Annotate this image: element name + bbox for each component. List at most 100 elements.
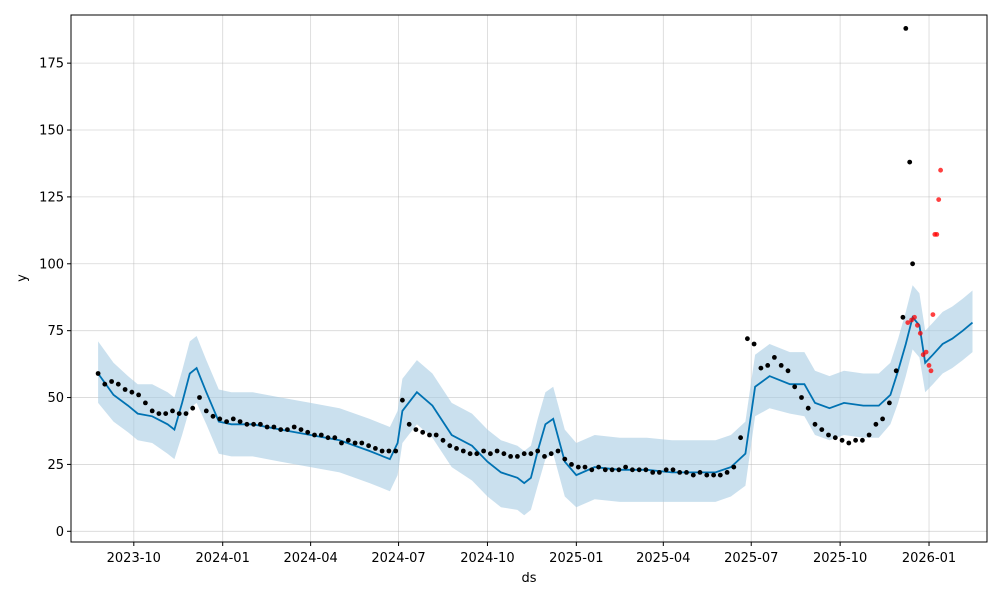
actual-point <box>860 437 865 443</box>
actual-point <box>115 381 121 387</box>
actual-point <box>596 464 601 470</box>
test-point <box>926 363 932 368</box>
actual-point <box>799 395 804 400</box>
actual-point <box>562 456 568 462</box>
actual-point <box>663 467 669 473</box>
test-point <box>930 312 936 317</box>
actual-point <box>805 405 811 411</box>
y-tick-label: 125 <box>39 190 64 205</box>
test-point <box>917 330 923 336</box>
actual-point <box>778 363 784 368</box>
actual-point <box>630 467 635 473</box>
actual-point <box>312 432 317 438</box>
actual-point <box>203 408 209 414</box>
x-tick-label: 2025-01 <box>549 551 603 566</box>
actual-point <box>866 432 872 438</box>
actual-point <box>332 435 338 441</box>
actual-point <box>467 451 473 457</box>
actual-point <box>690 472 696 478</box>
actual-point <box>454 446 459 451</box>
actual-point <box>677 470 683 475</box>
actual-point <box>149 408 155 414</box>
test-point <box>936 197 942 203</box>
actual-point <box>602 467 608 473</box>
actual-point <box>839 437 845 443</box>
actual-point <box>711 472 716 478</box>
actual-point <box>373 446 378 451</box>
actual-point <box>136 392 142 398</box>
actual-point <box>853 437 858 443</box>
actual-point <box>508 454 513 459</box>
actual-point <box>589 467 595 473</box>
actual-point <box>230 416 236 422</box>
actual-point <box>440 437 446 443</box>
actual-point <box>873 421 879 427</box>
x-tick-label: 2025-07 <box>724 551 778 566</box>
actual-point <box>697 470 703 475</box>
actual-point <box>582 464 588 470</box>
test-point <box>928 368 934 374</box>
x-tick-label: 2024-07 <box>371 551 425 566</box>
actual-point <box>176 411 182 416</box>
actual-point <box>494 448 500 454</box>
actual-point <box>264 424 270 430</box>
actual-point <box>731 464 737 470</box>
actual-point <box>555 448 561 454</box>
actual-point <box>325 435 331 441</box>
actual-point <box>366 443 371 449</box>
actual-point <box>170 408 175 414</box>
actual-point <box>379 448 385 454</box>
actual-point <box>271 424 277 430</box>
x-tick-label: 2025-10 <box>813 551 867 566</box>
actual-point <box>907 159 913 165</box>
plot-frame <box>70 14 988 543</box>
actual-point <box>548 451 554 457</box>
actual-point <box>846 440 852 446</box>
actual-point <box>751 341 757 347</box>
actual-point <box>433 432 439 438</box>
x-tick-label: 2024-01 <box>196 551 250 566</box>
actual-point <box>291 424 297 430</box>
actual-point <box>717 472 723 478</box>
actual-point <box>880 416 885 422</box>
actual-point <box>724 470 730 475</box>
x-tick-label: 2024-04 <box>283 551 337 566</box>
test-point <box>938 167 943 173</box>
x-axis-label: ds <box>521 571 536 586</box>
actual-point <box>569 462 574 467</box>
actual-point <box>609 467 615 473</box>
x-axis: 2023-10 2024-01 2024-04 2024-07 2024-10 2025-… <box>107 542 956 566</box>
actual-point <box>285 427 290 432</box>
actual-point <box>535 448 541 454</box>
actual-point <box>447 443 453 449</box>
actual-point <box>765 363 771 368</box>
actual-point <box>420 429 426 435</box>
actual-point <box>819 427 825 432</box>
actual-point <box>650 470 656 475</box>
actual-point <box>190 405 196 411</box>
test-point <box>915 322 920 328</box>
actual-point <box>217 416 223 422</box>
forecast-line <box>97 315 974 485</box>
actual-point <box>122 387 128 392</box>
uncertainty-band <box>98 285 973 516</box>
actual-point <box>352 440 358 446</box>
actual-point <box>887 400 892 406</box>
actual-point <box>237 419 243 424</box>
actual-point <box>427 432 432 438</box>
actual-point <box>521 451 527 457</box>
actual-point <box>826 432 831 438</box>
actual-point <box>792 384 798 390</box>
actual-point <box>900 314 906 320</box>
actual-point <box>616 467 622 473</box>
actual-point <box>163 411 169 416</box>
actual-point <box>109 379 114 384</box>
plot-area <box>95 26 974 516</box>
actual-point <box>298 427 304 432</box>
actual-point <box>129 389 135 395</box>
actual-point <box>758 365 764 371</box>
actual-point <box>224 419 230 424</box>
actual-point <box>359 440 365 446</box>
actual-point <box>670 467 676 473</box>
